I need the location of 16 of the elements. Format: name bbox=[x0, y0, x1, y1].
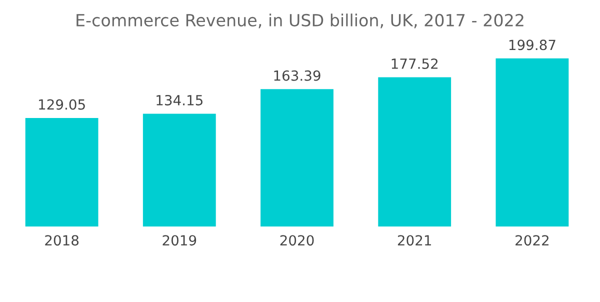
x-tick-label: 2018 bbox=[45, 235, 79, 246]
bar bbox=[496, 58, 569, 226]
bar bbox=[142, 114, 216, 226]
data-label: 163.39 bbox=[274, 70, 320, 81]
bar bbox=[260, 89, 334, 226]
data-label: 177.52 bbox=[392, 58, 438, 69]
data-label: 199.87 bbox=[509, 40, 556, 50]
chart-title: E-commerce Revenue, in USD billion, UK, 2017 - 2022 bbox=[76, 14, 524, 28]
bar bbox=[25, 118, 98, 226]
x-tick-label: 2021 bbox=[398, 235, 431, 246]
x-tick-label: 2022 bbox=[516, 235, 548, 246]
x-tick-label: 2020 bbox=[280, 235, 314, 246]
data-label: 129.05 bbox=[39, 99, 85, 110]
x-tick-label: 2019 bbox=[162, 235, 196, 246]
bar bbox=[378, 77, 452, 226]
data-label: 134.15 bbox=[156, 94, 202, 106]
